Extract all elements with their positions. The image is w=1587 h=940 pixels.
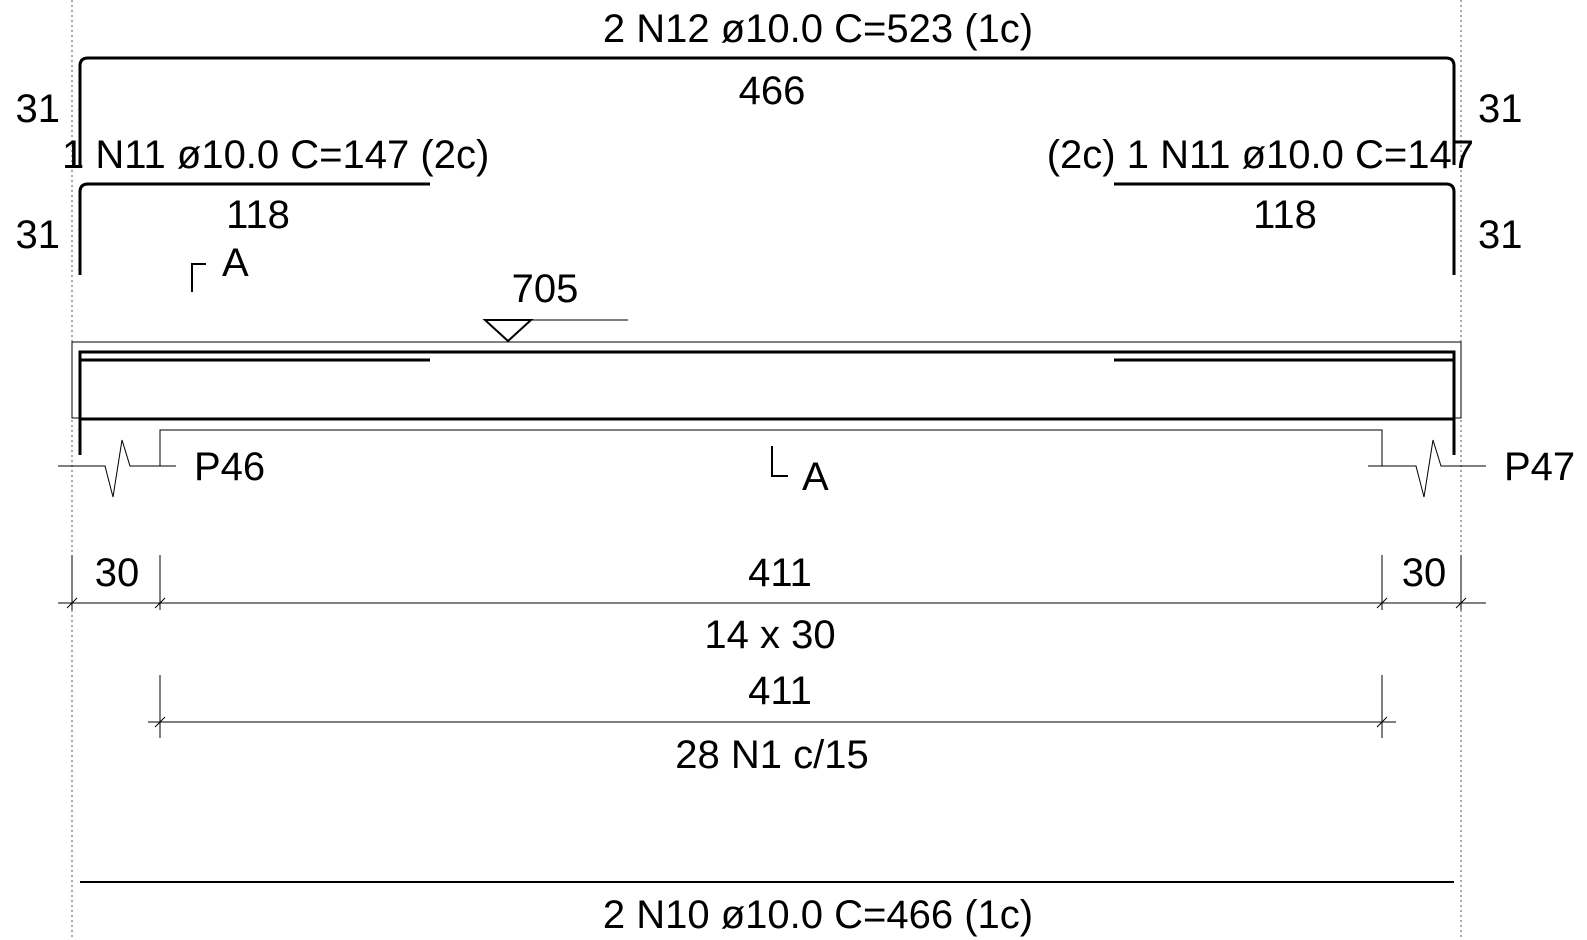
stirrup-dim-tick-left [154, 716, 166, 728]
level-mark-label: 705 [512, 267, 579, 311]
right-bar-length: 118 [1253, 193, 1317, 237]
right-bar-shape [1114, 182, 1456, 275]
dim-tick-3 [1376, 597, 1388, 609]
dim-span: 411 [748, 551, 812, 595]
top-bar-label: 2 N12 ø10.0 C=523 (1c) [603, 7, 1033, 51]
support-left-label: P46 [194, 445, 265, 489]
section-mark-bottom: A [771, 446, 829, 499]
level-mark-triangle [482, 319, 534, 343]
stirrup-label: 28 N1 c/15 [675, 733, 868, 777]
top-bar-hook-right: 31 [1478, 87, 1523, 131]
section-mark-bottom-label: A [802, 455, 829, 499]
bottom-bar-label: 2 N10 ø10.0 C=466 (1c) [603, 893, 1033, 937]
dimension-line-stirrups: 411 28 N1 c/15 [148, 669, 1396, 777]
top-bar-n12: 2 N12 ø10.0 C=523 (1c) 466 31 31 [16, 7, 1523, 165]
beam-section-label: 14 x 30 [704, 613, 835, 657]
dim-tick-1 [66, 597, 78, 609]
left-bar-label: 1 N11 ø10.0 C=147 (2c) [62, 133, 489, 177]
bottom-bar-n10: 2 N10 ø10.0 C=466 (1c) [80, 881, 1454, 937]
break-symbol-left [58, 439, 176, 498]
support-outline [159, 429, 1383, 466]
top-bar-shape [78, 56, 1456, 165]
level-mark: 705 [482, 267, 628, 343]
left-bar-shape [78, 182, 430, 275]
support-p46: P46 [58, 439, 265, 498]
dim-right-support: 30 [1402, 551, 1447, 595]
section-mark-top: A [191, 241, 249, 292]
top-bar-hook-left: 31 [16, 87, 61, 131]
left-bar-hook: 31 [16, 213, 61, 257]
right-bar-hook: 31 [1478, 213, 1523, 257]
support-right-label: P47 [1504, 445, 1575, 489]
section-mark-bottom-arrow [771, 446, 788, 477]
beam-top-bar-drawn [78, 350, 1456, 455]
dim-tick-4 [1455, 597, 1467, 609]
top-bar-length: 466 [739, 69, 806, 113]
stirrup-dim-tick-right [1376, 716, 1388, 728]
dim-tick-2 [154, 597, 166, 609]
right-bar-n11: (2c) 1 N11 ø10.0 C=147 118 31 [1047, 133, 1523, 275]
support-p47: P47 [1368, 439, 1575, 498]
right-bar-label: (2c) 1 N11 ø10.0 C=147 [1047, 133, 1474, 177]
left-bar-n11: 1 N11 ø10.0 C=147 (2c) 118 31 [16, 133, 489, 275]
left-bar-length: 118 [226, 193, 290, 237]
dim-left-support: 30 [95, 551, 140, 595]
section-mark-top-label: A [222, 241, 249, 285]
section-mark-top-arrow [191, 263, 206, 292]
dimension-line-spans: 30 411 30 14 x 30 [58, 551, 1486, 657]
stirrup-length: 411 [748, 669, 812, 713]
beam-elevation [71, 341, 1462, 466]
break-symbol-right [1368, 439, 1486, 498]
